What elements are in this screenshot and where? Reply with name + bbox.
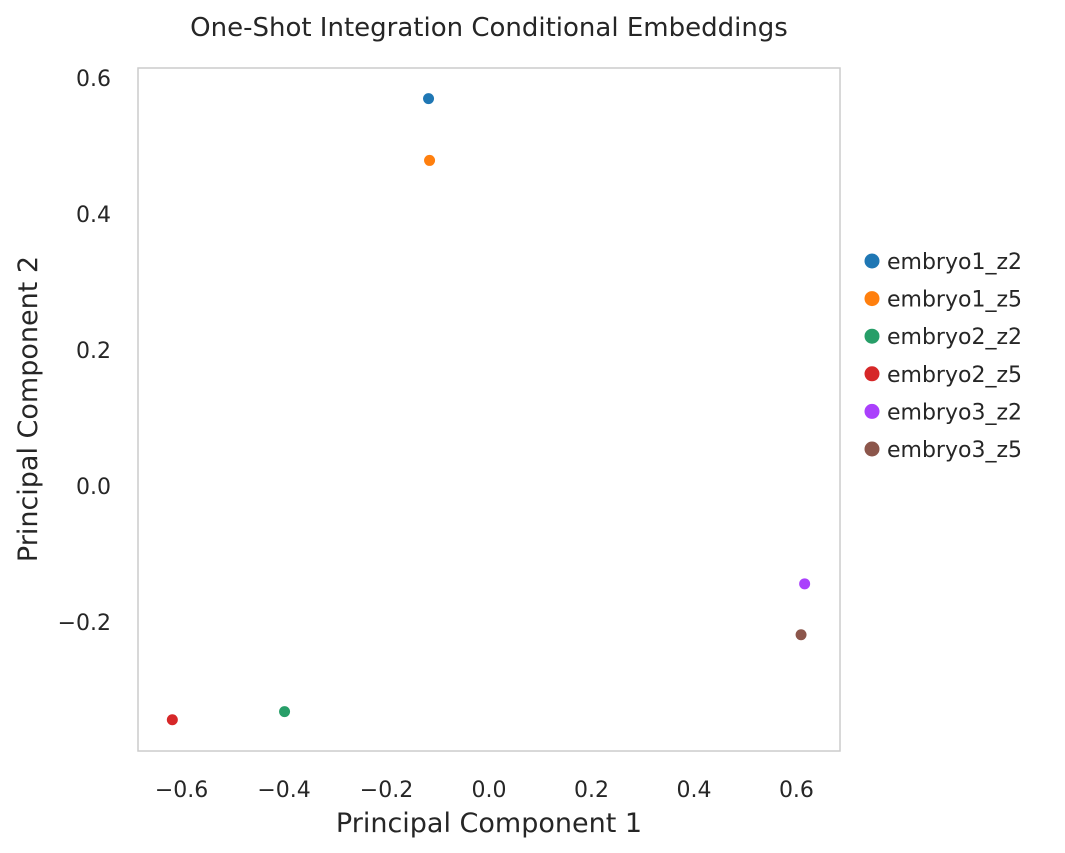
x-axis-label: Principal Component 1 [336, 808, 642, 839]
x-tick-label: 0.2 [574, 778, 609, 803]
legend: embryo1_z2 embryo1_z5 embryo2_z2 embryo2_z5… [864, 250, 1022, 463]
y-tick-label: 0.6 [76, 67, 111, 92]
data-point-embryo2_z2 [279, 706, 291, 718]
x-tick-label: −0.6 [155, 778, 208, 803]
data-point-embryo2_z5 [166, 714, 178, 726]
legend-marker-embryo1_z2 [864, 253, 880, 269]
legend-marker-embryo3_z5 [864, 441, 880, 457]
legend-marker-embryo2_z5 [864, 366, 880, 382]
y-tick-label: 0.2 [76, 339, 111, 364]
x-tick-label: −0.2 [360, 778, 413, 803]
data-point-embryo3_z5 [795, 629, 807, 641]
legend-marker-embryo1_z5 [864, 291, 880, 307]
x-tick-label: 0.4 [676, 778, 711, 803]
data-points [166, 93, 811, 726]
legend-marker-embryo3_z2 [864, 403, 880, 419]
y-axis-ticks: −0.2 0.0 0.2 0.4 0.6 [58, 67, 111, 636]
plot-frame [137, 67, 841, 752]
legend-label: embryo1_z2 [887, 250, 1022, 275]
legend-label: embryo1_z5 [887, 288, 1022, 313]
y-tick-label: 0.0 [76, 475, 111, 500]
data-point-embryo1_z5 [424, 154, 436, 166]
x-tick-label: −0.4 [257, 778, 310, 803]
y-tick-label: −0.2 [58, 611, 111, 636]
legend-marker-embryo2_z2 [864, 328, 880, 344]
y-axis-label: Principal Component 2 [13, 256, 44, 562]
legend-label: embryo3_z2 [887, 400, 1022, 425]
x-tick-label: 0.0 [472, 778, 507, 803]
legend-label: embryo2_z5 [887, 363, 1022, 388]
chart-title: One-Shot Integration Conditional Embeddi… [190, 13, 788, 43]
x-axis-ticks: −0.6 −0.4 −0.2 0.0 0.2 0.4 0.6 [155, 778, 814, 803]
legend-label: embryo2_z2 [887, 325, 1022, 350]
data-point-embryo3_z2 [799, 578, 811, 590]
x-tick-label: 0.6 [779, 778, 814, 803]
legend-label: embryo3_z5 [887, 438, 1022, 463]
data-point-embryo1_z2 [423, 93, 435, 105]
y-tick-label: 0.4 [76, 203, 111, 228]
